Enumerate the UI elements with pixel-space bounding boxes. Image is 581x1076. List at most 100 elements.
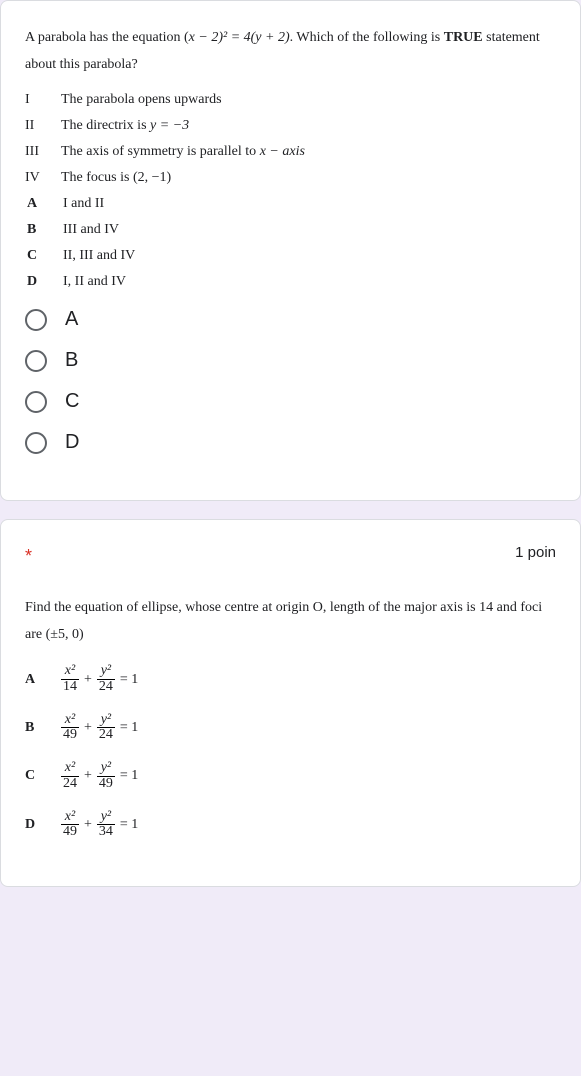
choice-label: D — [27, 274, 63, 290]
statement-text: The directrix is y = −3 — [61, 118, 556, 134]
question-card-1: A parabola has the equation (x − 2)² = 4… — [0, 0, 581, 501]
statement-eq: y = −3 — [150, 118, 189, 133]
equals-one: = 1 — [120, 672, 138, 688]
equals-one: = 1 — [120, 817, 138, 833]
numerator: x² — [61, 713, 79, 728]
statement-row: I The parabola opens upwards — [25, 92, 556, 108]
statement-text: The focus is (2, −1) — [61, 170, 556, 186]
q2-foci: (±5, 0) — [46, 627, 84, 642]
question-1-text: A parabola has the equation (x − 2)² = 4… — [25, 25, 556, 78]
denominator: 24 — [61, 776, 79, 792]
statement-pre: The axis of symmetry is parallel to — [61, 144, 260, 159]
option-a[interactable]: A — [25, 308, 556, 331]
eq-option-label: D — [25, 817, 61, 833]
denominator: 34 — [97, 824, 115, 840]
numerator: x² — [61, 761, 79, 776]
statement-label: II — [25, 118, 61, 134]
denominator: 24 — [97, 679, 115, 695]
required-asterisk: * — [25, 546, 32, 567]
fraction: x² 14 — [61, 664, 79, 694]
statement-row: IV The focus is (2, −1) — [25, 170, 556, 186]
eq-option-equation: x² 14 + y² 24 = 1 — [61, 664, 141, 694]
q2-pre: Find the equation of ellipse, whose cent… — [25, 600, 542, 642]
radio-icon — [25, 432, 47, 454]
radio-options-1: A B C D — [25, 308, 556, 454]
eq-option-equation: x² 49 + y² 34 = 1 — [61, 810, 141, 840]
denominator: 49 — [61, 824, 79, 840]
statement-eq: x − axis — [260, 144, 305, 159]
numerator: y² — [97, 810, 115, 825]
radio-icon — [25, 350, 47, 372]
statement-label: I — [25, 92, 61, 108]
eq-option-label: C — [25, 768, 61, 784]
fraction: y² 24 — [97, 664, 115, 694]
statement-eq: (2, −1) — [133, 170, 171, 185]
eq-option-row: B x² 49 + y² 24 = 1 — [25, 713, 556, 743]
statement-row: III The axis of symmetry is parallel to … — [25, 144, 556, 160]
statement-pre: The focus is — [61, 170, 133, 185]
option-label: A — [65, 308, 78, 331]
statements-list: I The parabola opens upwards II The dire… — [25, 92, 556, 186]
denominator: 49 — [61, 727, 79, 743]
denominator: 49 — [97, 776, 115, 792]
choice-label: A — [27, 196, 63, 212]
choice-text: III and IV — [63, 222, 556, 238]
option-label: C — [65, 390, 79, 413]
plus-sign: + — [84, 672, 92, 688]
plus-sign: + — [84, 720, 92, 736]
choice-text: I and II — [63, 196, 556, 212]
statement-text: The parabola opens upwards — [61, 92, 556, 108]
choice-label: C — [27, 248, 63, 264]
choice-row: B III and IV — [27, 222, 556, 238]
q1-pre: A parabola has the equation ( — [25, 30, 189, 45]
numerator: x² — [61, 664, 79, 679]
option-label: B — [65, 349, 78, 372]
plus-sign: + — [84, 817, 92, 833]
option-d[interactable]: D — [25, 431, 556, 454]
option-b[interactable]: B — [25, 349, 556, 372]
statement-label: III — [25, 144, 61, 160]
numerator: y² — [97, 664, 115, 679]
fraction: x² 49 — [61, 810, 79, 840]
eq-option-row: A x² 14 + y² 24 = 1 — [25, 664, 556, 694]
statement-text: The axis of symmetry is parallel to x − … — [61, 144, 556, 160]
option-label: D — [65, 431, 79, 454]
numerator: x² — [61, 810, 79, 825]
statement-label: IV — [25, 170, 61, 186]
points-label: 1 poin — [515, 544, 556, 561]
eq-option-row: C x² 24 + y² 49 = 1 — [25, 761, 556, 791]
question-card-2: * 1 poin Find the equation of ellipse, w… — [0, 519, 581, 887]
denominator: 24 — [97, 727, 115, 743]
equation-options: A x² 14 + y² 24 = 1 B x² 49 — [25, 664, 556, 840]
fraction: y² 34 — [97, 810, 115, 840]
choice-text: II, III and IV — [63, 248, 556, 264]
radio-icon — [25, 309, 47, 331]
choice-text: I, II and IV — [63, 274, 556, 290]
fraction: y² 49 — [97, 761, 115, 791]
q1-equation: x − 2)² = 4(y + 2) — [189, 30, 290, 45]
equals-one: = 1 — [120, 768, 138, 784]
eq-option-label: B — [25, 720, 61, 736]
q1-post: . Which of the following is — [290, 30, 444, 45]
fraction: x² 49 — [61, 713, 79, 743]
card2-header: * 1 poin — [25, 544, 556, 567]
fraction: y² 24 — [97, 713, 115, 743]
fraction: x² 24 — [61, 761, 79, 791]
plus-sign: + — [84, 768, 92, 784]
choice-row: C II, III and IV — [27, 248, 556, 264]
q1-true: TRUE — [444, 30, 483, 45]
option-c[interactable]: C — [25, 390, 556, 413]
numerator: y² — [97, 761, 115, 776]
answer-key-list: A I and II B III and IV C II, III and IV… — [27, 196, 556, 290]
eq-option-equation: x² 24 + y² 49 = 1 — [61, 761, 141, 791]
choice-label: B — [27, 222, 63, 238]
eq-option-row: D x² 49 + y² 34 = 1 — [25, 810, 556, 840]
statement-row: II The directrix is y = −3 — [25, 118, 556, 134]
equals-one: = 1 — [120, 720, 138, 736]
choice-row: D I, II and IV — [27, 274, 556, 290]
question-2-text: Find the equation of ellipse, whose cent… — [25, 595, 556, 648]
radio-icon — [25, 391, 47, 413]
denominator: 14 — [61, 679, 79, 695]
numerator: y² — [97, 713, 115, 728]
eq-option-label: A — [25, 672, 61, 688]
